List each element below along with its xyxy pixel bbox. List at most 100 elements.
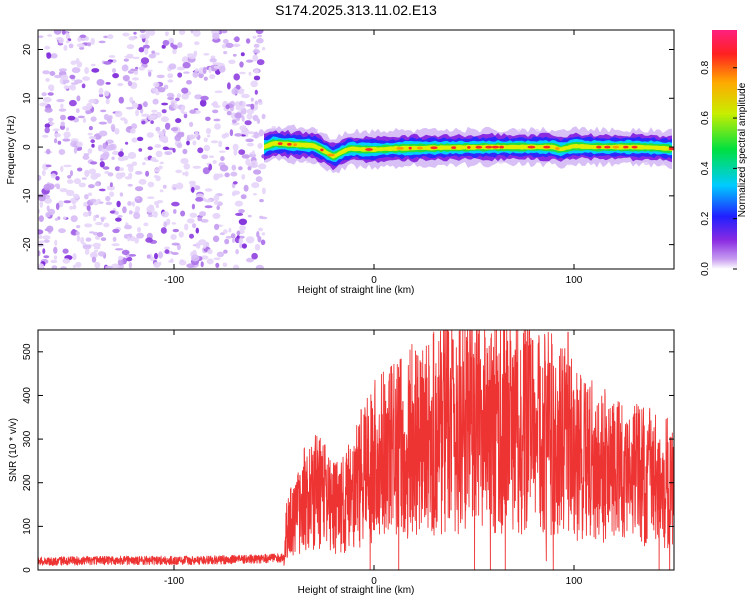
noise-speck <box>108 55 116 58</box>
snr-ytick-label: 400 <box>22 387 33 404</box>
noise-speck <box>98 130 108 137</box>
noise-speck <box>70 140 79 148</box>
noise-speck <box>91 68 100 73</box>
colorbar-tick-label: 0.4 <box>700 161 711 175</box>
noise-speck <box>72 253 77 261</box>
noise-speck <box>224 238 230 245</box>
noise-speck <box>84 248 90 255</box>
noise-speck <box>146 254 151 259</box>
spectrogram-xtick-label: 0 <box>371 275 377 286</box>
noise-speck <box>76 235 81 242</box>
noise-speck <box>140 57 150 65</box>
noise-speck <box>55 37 62 40</box>
noise-speck <box>167 73 174 79</box>
noise-speck <box>177 131 185 136</box>
noise-speck <box>82 76 90 81</box>
noise-speck <box>172 228 179 233</box>
noise-speck <box>230 233 236 239</box>
noise-speck <box>260 216 268 220</box>
noise-speck <box>157 131 163 134</box>
noise-speck <box>234 133 243 137</box>
noise-speck <box>94 261 101 269</box>
noise-speck <box>136 136 144 142</box>
noise-speck <box>168 63 177 70</box>
noise-speck <box>167 96 175 101</box>
noise-speck <box>63 85 70 90</box>
noise-speck <box>193 50 198 56</box>
noise-speck <box>229 129 234 137</box>
noise-speck <box>166 92 175 98</box>
noise-speck <box>241 93 250 99</box>
noise-speck <box>99 161 105 168</box>
noise-speck <box>111 243 120 247</box>
noise-speck <box>122 32 130 37</box>
noise-speck <box>72 264 76 269</box>
noise-speck <box>86 205 91 211</box>
noise-speck <box>65 127 70 131</box>
noise-speck <box>200 219 209 223</box>
noise-speck <box>232 119 237 124</box>
noise-speck <box>38 240 45 244</box>
noise-speck <box>251 252 258 260</box>
noise-speck <box>84 169 90 177</box>
noise-speck <box>90 116 97 122</box>
noise-speck <box>235 212 244 216</box>
noise-speck <box>258 163 267 170</box>
noise-speck <box>176 243 181 251</box>
noise-speck <box>45 148 51 155</box>
noise-speck <box>131 123 138 130</box>
noise-speck <box>102 166 110 170</box>
noise-speck <box>87 132 93 136</box>
noise-speck <box>209 155 214 158</box>
noise-speck <box>194 131 199 138</box>
noise-speck <box>246 108 255 115</box>
noise-speck <box>203 137 208 143</box>
noise-speck <box>238 238 244 245</box>
noise-speck <box>239 225 246 231</box>
noise-speck <box>128 210 133 215</box>
noise-speck <box>219 164 229 172</box>
noise-speck <box>131 137 138 143</box>
noise-speck <box>182 148 188 155</box>
noise-speck <box>134 197 140 200</box>
noise-speck <box>44 45 51 50</box>
noise-speck <box>261 187 266 195</box>
noise-speck <box>76 141 83 148</box>
noise-speck <box>213 173 219 181</box>
noise-speck <box>144 39 149 45</box>
noise-speck <box>208 163 213 171</box>
snr-ytick-label: 300 <box>22 430 33 447</box>
noise-speck <box>214 223 220 230</box>
noise-speck <box>171 252 179 255</box>
spectrogram-xtick-label: -100 <box>164 275 184 286</box>
noise-speck <box>117 214 123 218</box>
spectrogram-ytick-label: 0 <box>22 144 33 150</box>
noise-speck <box>225 42 234 49</box>
colorbar-tick-label: 0.6 <box>700 111 711 125</box>
noise-speck <box>209 74 216 80</box>
noise-speck <box>53 246 58 254</box>
noise-speck <box>195 242 201 249</box>
ridge-core-peak <box>293 143 297 147</box>
ridge-core-peak <box>451 146 457 150</box>
ridge-core-peak <box>543 145 551 149</box>
noise-speck <box>198 239 207 246</box>
noise-speck <box>49 71 56 76</box>
noise-speck <box>153 261 161 268</box>
noise-speck <box>157 87 166 93</box>
noise-speck <box>57 140 62 145</box>
noise-speck <box>102 142 107 149</box>
noise-speck <box>43 255 50 259</box>
noise-speck <box>144 47 149 55</box>
noise-speck <box>64 136 69 140</box>
ridge-core-peak <box>555 147 560 150</box>
noise-speck <box>252 49 261 54</box>
noise-speck <box>181 87 189 94</box>
noise-speck <box>88 168 97 175</box>
noise-speck <box>157 60 163 64</box>
noise-speck <box>241 115 245 122</box>
noise-speck <box>195 197 204 202</box>
noise-speck <box>218 140 223 148</box>
noise-speck <box>63 200 72 204</box>
ridge-core-peak <box>475 145 483 149</box>
